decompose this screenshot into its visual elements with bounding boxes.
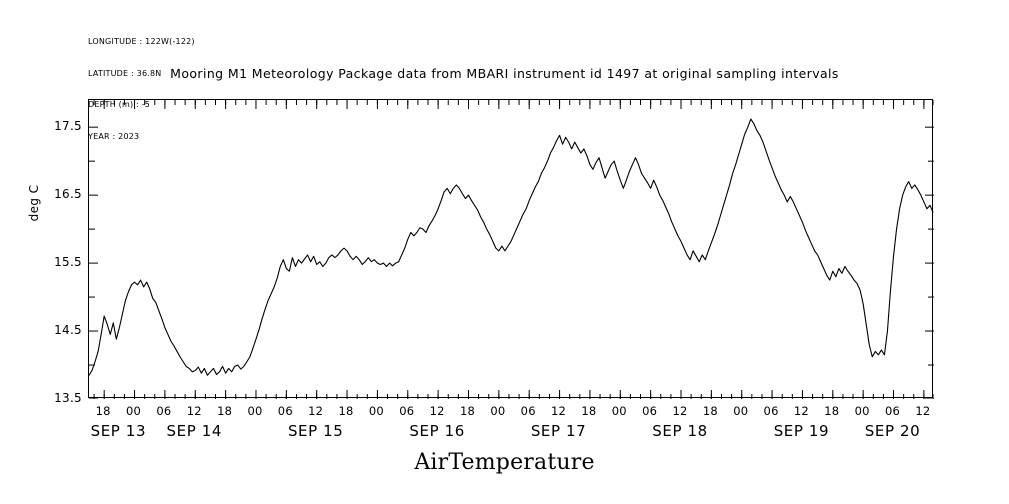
x-axis-hour-label: 06 xyxy=(277,404,293,418)
y-axis-tick-label: 14.5 xyxy=(54,323,82,338)
x-axis-hour-label: 18 xyxy=(459,404,475,418)
x-axis-hour-label: 18 xyxy=(338,404,354,418)
y-axis-tick-label: 15.5 xyxy=(54,255,82,270)
chart-title: Mooring M1 Meteorology Package data from… xyxy=(170,66,839,81)
x-axis-hour-label: 00 xyxy=(126,404,142,418)
data-line-svg xyxy=(89,100,934,399)
metadata-block: LONGITUDE : 122W(-122) LATITUDE : 36.8N … xyxy=(88,16,195,163)
chart-caption: AirTemperature xyxy=(414,450,595,475)
x-axis-day-label: SEP 17 xyxy=(530,422,587,440)
x-axis-hour-label: 12 xyxy=(308,404,324,418)
x-axis-day-label: SEP 16 xyxy=(409,422,465,440)
x-axis-hour-label: 12 xyxy=(186,404,202,418)
x-axis-day-label: SEP 15 xyxy=(287,422,344,440)
metadata-year: YEAR : 2023 xyxy=(88,131,140,141)
x-axis-hour-label: 00 xyxy=(611,404,627,418)
x-axis-hour-labels: 18 00 06 12 18 00 06 12 18 00 06 12 18 00 06 12 18 00 06 12… xyxy=(88,404,933,420)
x-axis-hour-label: 18 xyxy=(824,404,840,418)
x-axis-hour-label: 12 xyxy=(551,404,567,418)
plot-area xyxy=(88,99,934,399)
x-axis-hour-label: 00 xyxy=(854,404,870,418)
x-axis-hour-label: 18 xyxy=(217,404,233,418)
x-axis-hour-label: 00 xyxy=(247,404,263,418)
metadata-longitude: LONGITUDE : 122W(-122) xyxy=(88,37,195,46)
x-axis-hour-label: 00 xyxy=(733,404,749,418)
y-axis-tick-label: 16.5 xyxy=(54,187,82,202)
x-axis-day-label: SEP 20 xyxy=(864,422,921,440)
x-axis-day-label: SEP 14 xyxy=(166,422,222,440)
x-axis-hour-label: 00 xyxy=(490,404,506,418)
x-axis-day-label: SEP 19 xyxy=(773,422,830,440)
x-axis-hour-label: 06 xyxy=(399,404,415,418)
x-axis-hour-label: 18 xyxy=(702,404,718,418)
air-temperature-line xyxy=(89,118,934,376)
x-axis-hour-label: 12 xyxy=(793,404,809,418)
x-axis-hour-label: 06 xyxy=(763,404,779,418)
x-axis-day-label: SEP 18 xyxy=(652,422,708,440)
metadata-depth: DEPTH (m) : -5 xyxy=(88,100,151,109)
x-axis-hour-label: 18 xyxy=(95,404,111,418)
x-axis-hour-label: 06 xyxy=(642,404,658,418)
x-axis-day-labels: SEP 13 SEP 14 SEP 15 SEP 16 SEP 17 SEP 18 SEP … xyxy=(88,422,933,444)
x-axis-hour-label: 12 xyxy=(429,404,445,418)
x-axis-hour-label: 06 xyxy=(156,404,172,418)
axis-ticks xyxy=(89,100,934,399)
x-axis-hour-label: 12 xyxy=(672,404,688,418)
x-axis-hour-label: 12 xyxy=(915,404,931,418)
x-axis-hour-label: 06 xyxy=(520,404,536,418)
x-axis-hour-label: 18 xyxy=(581,404,597,418)
x-axis-day-label: SEP 13 xyxy=(90,422,147,440)
y-axis-tick-labels: 13.5 14.5 15.5 16.5 17.5 xyxy=(34,99,82,404)
y-axis-tick-label: 17.5 xyxy=(54,119,82,134)
metadata-latitude: LATITUDE : 36.8N xyxy=(88,68,162,78)
y-axis-tick-label: 13.5 xyxy=(54,391,82,405)
x-axis-hour-label: 06 xyxy=(884,404,901,418)
x-axis-hour-label: 00 xyxy=(368,404,384,418)
